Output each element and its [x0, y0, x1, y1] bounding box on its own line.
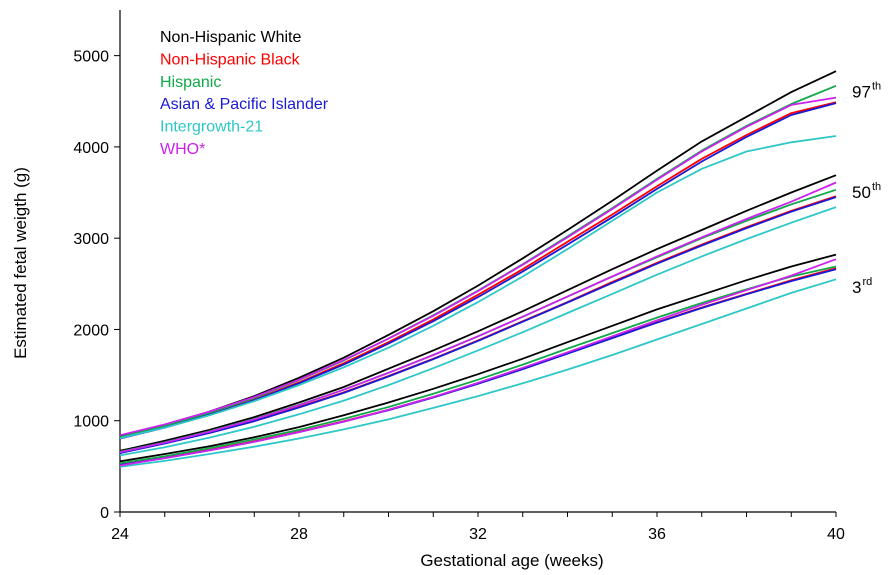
legend-entry: Hispanic: [160, 74, 221, 91]
x-axis: 24 28 32 36 40: [111, 511, 845, 543]
percentile-label: 3: [852, 278, 861, 297]
x-axis-title: Gestational age (weeks): [420, 551, 603, 570]
y-axis-title: Estimated fetal weigth (g): [11, 167, 30, 359]
x-tick-label: 40: [827, 526, 845, 543]
legend-entry: WHO*: [160, 141, 205, 158]
series-line-p3: [119, 258, 837, 467]
x-tick-label: 32: [469, 526, 487, 543]
y-tick-label: 1000: [73, 414, 109, 431]
percentile-suffix: th: [872, 181, 881, 193]
legend-entry: Intergrowth-21: [160, 119, 263, 136]
series-line-p97: [119, 102, 837, 440]
y-tick-label: 2000: [73, 322, 109, 339]
y-axis: 0 1000 2000 3000 4000 5000: [73, 10, 121, 522]
series-line-p50: [119, 174, 837, 452]
legend-entry: Non-Hispanic Black: [160, 51, 301, 68]
y-tick-label: 5000: [73, 49, 109, 66]
series-line-p50: [119, 188, 837, 453]
legend-entry: Non-Hispanic White: [160, 29, 301, 46]
y-tick-label: 3000: [73, 231, 109, 248]
series-line-p3: [119, 265, 837, 465]
percentile-label: 50: [852, 183, 871, 202]
series-lines: [119, 70, 837, 468]
x-tick-label: 36: [648, 526, 666, 543]
percentile-suffix: th: [872, 81, 881, 93]
legend-entry: Asian & Pacific Islander: [160, 96, 329, 113]
legend: Non-Hispanic White Non-Hispanic Black Hisp…: [160, 29, 329, 158]
x-tick-label: 24: [111, 526, 129, 543]
series-line-p3: [119, 253, 837, 463]
series-line-p97: [119, 101, 837, 439]
series-line-p50: [119, 181, 837, 454]
percentile-suffix: rd: [863, 276, 873, 288]
percentile-label: 97: [852, 83, 871, 102]
series-line-p97: [119, 96, 837, 437]
y-tick-label: 0: [100, 505, 109, 522]
series-line-p50: [119, 196, 837, 454]
series-line-p50: [119, 206, 837, 457]
y-tick-label: 4000: [73, 140, 109, 157]
series-line-p3: [119, 278, 837, 468]
x-tick-label: 28: [290, 526, 308, 543]
series-line-p97: [119, 135, 837, 439]
